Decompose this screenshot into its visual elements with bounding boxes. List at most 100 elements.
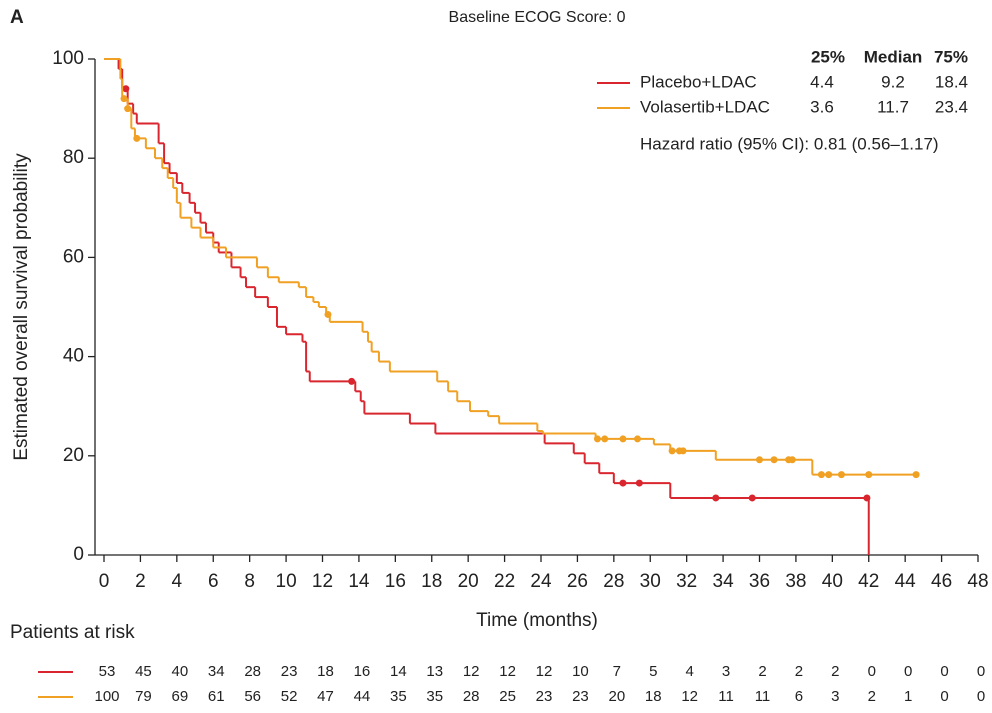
- risk-count: 56: [244, 688, 261, 705]
- x-tick-label: 18: [421, 571, 442, 592]
- chart-title: Baseline ECOG Score: 0: [449, 9, 626, 26]
- stats-header: 75%: [934, 47, 968, 66]
- y-tick-label: 0: [73, 544, 84, 565]
- risk-count: 28: [244, 663, 261, 680]
- risk-count: 12: [681, 688, 698, 705]
- hazard-text: Hazard ratio (95% CI): 0.81 (0.56–1.17): [640, 134, 939, 153]
- censor-mark: [120, 95, 128, 103]
- censor-mark: [324, 310, 332, 318]
- risk-count: 0: [868, 663, 876, 680]
- risk-count: 13: [426, 663, 443, 680]
- legend-stat: 4.4: [810, 72, 834, 91]
- risk-count: 0: [940, 688, 948, 705]
- risk-count: 2: [758, 663, 766, 680]
- x-tick-label: 4: [172, 571, 183, 592]
- x-tick-label: 12: [312, 571, 333, 592]
- risk-count: 5: [649, 663, 657, 680]
- risk-count: 44: [354, 688, 371, 705]
- risk-count: 2: [831, 663, 839, 680]
- risk-count: 45: [135, 663, 152, 680]
- stats-header: Median: [864, 47, 923, 66]
- x-tick-label: 40: [822, 571, 843, 592]
- x-tick-label: 20: [458, 571, 479, 592]
- censor-mark: [912, 471, 920, 479]
- x-tick-label: 6: [208, 571, 219, 592]
- censor-mark: [122, 85, 130, 93]
- y-tick-label: 60: [63, 246, 84, 267]
- risk-count: 0: [977, 663, 985, 680]
- censor-mark: [619, 479, 627, 487]
- x-tick-label: 2: [135, 571, 146, 592]
- risk-count: 4: [685, 663, 693, 680]
- censor-mark: [817, 471, 825, 479]
- y-tick-label: 20: [63, 445, 84, 466]
- x-tick-label: 34: [713, 571, 735, 592]
- risk-count: 34: [208, 663, 225, 680]
- legend-stat: 11.7: [877, 97, 909, 116]
- risk-count: 61: [208, 688, 225, 705]
- censor-mark: [593, 435, 601, 443]
- risk-count: 35: [390, 688, 407, 705]
- y-tick-label: 100: [52, 48, 84, 69]
- censor-mark: [825, 471, 833, 479]
- x-tick-label: 0: [99, 571, 110, 592]
- risk-count: 12: [499, 663, 516, 680]
- legend-label: Placebo+LDAC: [640, 72, 757, 91]
- risk-count: 40: [171, 663, 188, 680]
- risk-count: 7: [613, 663, 621, 680]
- censor-mark: [679, 447, 687, 455]
- risk-count: 23: [536, 688, 553, 705]
- risk-count: 47: [317, 688, 334, 705]
- risk-count: 2: [795, 663, 803, 680]
- risk-count: 3: [831, 688, 839, 705]
- panel-label: A: [10, 7, 24, 28]
- risk-count: 2: [868, 688, 876, 705]
- censor-mark: [634, 435, 642, 443]
- x-tick-label: 10: [276, 571, 297, 592]
- censor-mark: [668, 447, 676, 455]
- legend-stat: 3.6: [810, 97, 834, 116]
- risk-title: Patients at risk: [10, 622, 135, 643]
- y-tick-label: 40: [63, 346, 84, 367]
- censor-mark: [133, 134, 141, 142]
- risk-count: 11: [755, 688, 771, 705]
- risk-count: 23: [281, 663, 298, 680]
- stats-header: 25%: [811, 47, 845, 66]
- x-tick-label: 42: [858, 571, 879, 592]
- y-tick-label: 80: [63, 147, 84, 168]
- x-tick-label: 24: [530, 571, 552, 592]
- x-tick-label: 8: [244, 571, 255, 592]
- x-tick-label: 38: [785, 571, 806, 592]
- risk-count: 53: [99, 663, 116, 680]
- censor-mark: [837, 471, 845, 479]
- risk-count: 20: [608, 688, 625, 705]
- risk-count: 52: [281, 688, 298, 705]
- censor-mark: [619, 435, 627, 443]
- censor-mark: [748, 494, 756, 502]
- legend-stat: 9.2: [881, 72, 905, 91]
- censor-mark: [788, 456, 796, 464]
- censor-mark: [601, 435, 609, 443]
- risk-count: 35: [426, 688, 443, 705]
- x-tick-label: 14: [348, 571, 370, 592]
- risk-count: 69: [171, 688, 188, 705]
- risk-count: 25: [499, 688, 516, 705]
- censor-mark: [756, 456, 763, 464]
- x-tick-label: 16: [385, 571, 406, 592]
- risk-count: 12: [536, 663, 553, 680]
- censor-mark: [124, 105, 132, 113]
- x-axis-label: Time (months): [476, 610, 598, 631]
- legend-stat: 23.4: [935, 97, 968, 116]
- x-tick-label: 44: [895, 571, 917, 592]
- censor-mark: [712, 494, 720, 502]
- x-tick-label: 30: [640, 571, 661, 592]
- legend-label: Volasertib+LDAC: [640, 97, 770, 116]
- risk-count: 6: [795, 688, 803, 705]
- censor-mark: [863, 494, 871, 502]
- risk-count: 16: [354, 663, 371, 680]
- censor-mark: [770, 456, 778, 464]
- x-tick-label: 22: [494, 571, 515, 592]
- risk-count: 3: [722, 663, 730, 680]
- risk-count: 18: [645, 688, 662, 705]
